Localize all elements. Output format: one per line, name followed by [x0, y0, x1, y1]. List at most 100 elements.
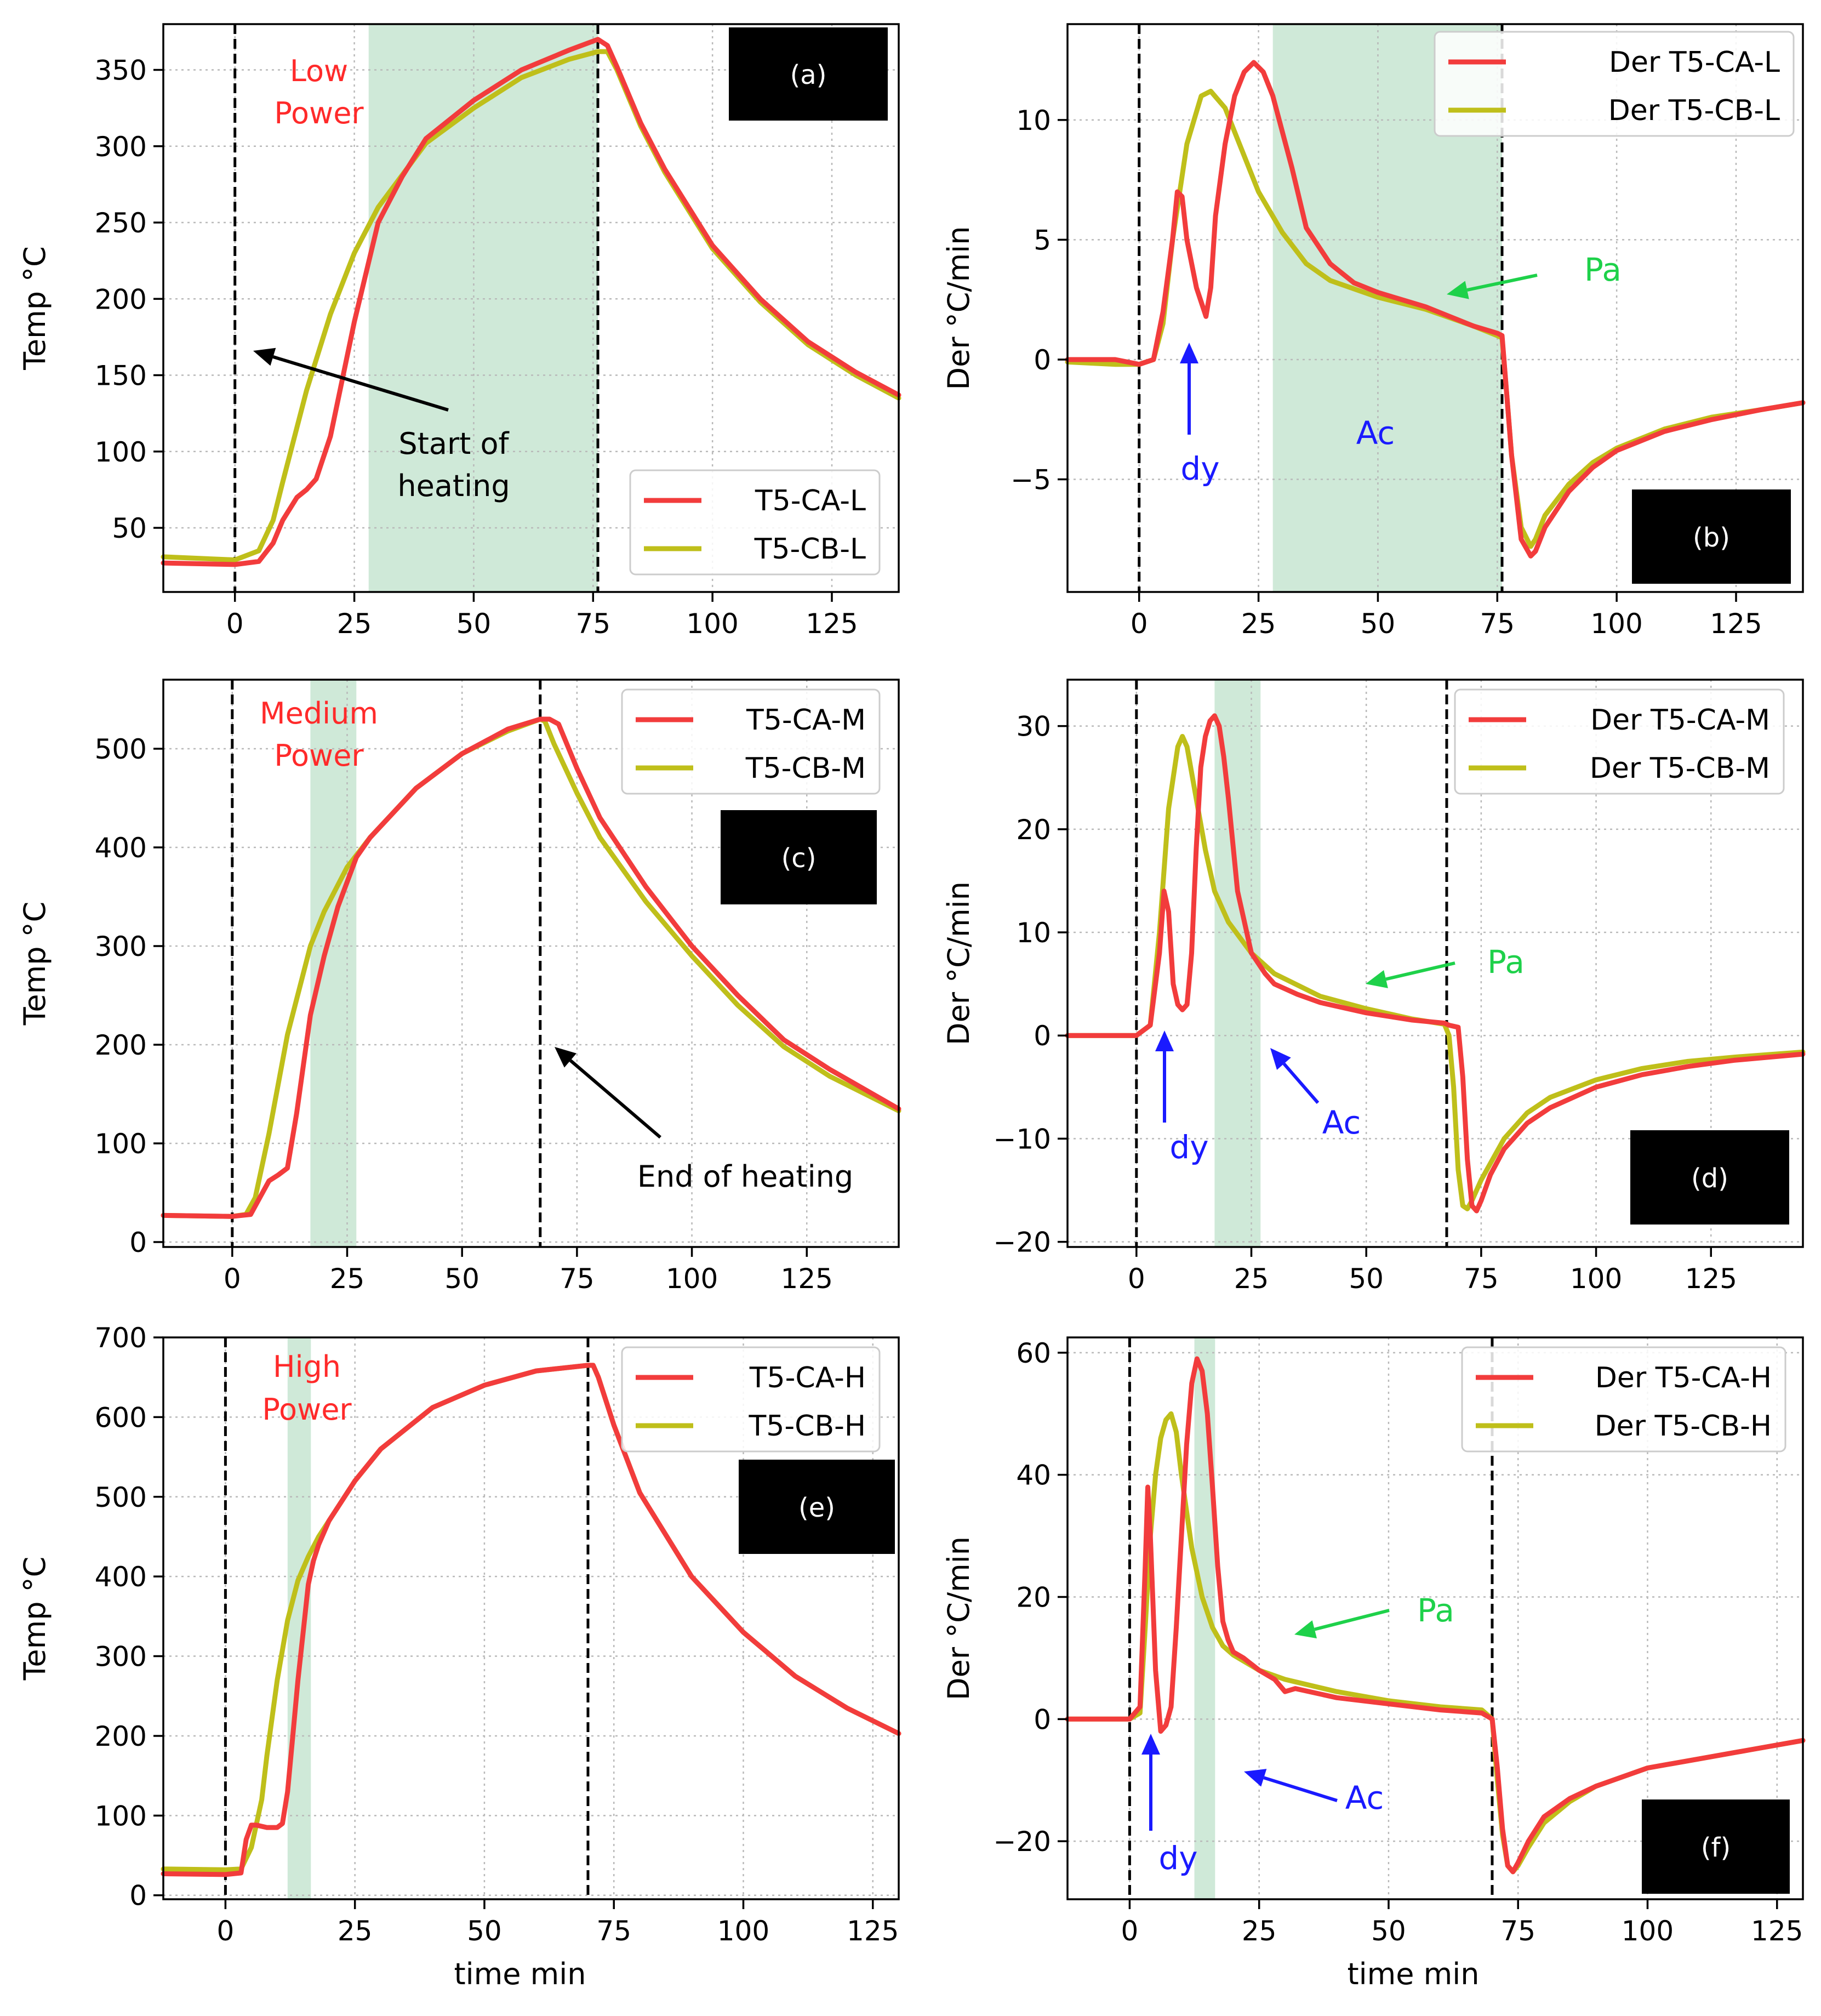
- panel-f-legend-label: Der T5-CA-H: [1595, 1362, 1772, 1394]
- panel-b-panel-label: (b): [1693, 522, 1730, 553]
- panel-d-label-box: [1630, 1130, 1789, 1225]
- panel-f-x-tick-label: 25: [1242, 1915, 1277, 1947]
- panel-b-y-tick-label: 5: [1034, 224, 1051, 256]
- panel-f-y-tick-label: 60: [1016, 1337, 1051, 1369]
- panel-f-ac-arrow-shaft: [1263, 1776, 1338, 1802]
- panel-d-dy-arrow-head: [1155, 1030, 1174, 1051]
- panel-f-x-tick-label: 125: [1751, 1915, 1803, 1947]
- panel-c-y-tick-label: 0: [129, 1227, 147, 1258]
- panel-b-legend-box: [1434, 31, 1795, 137]
- panel-a-label-box: [729, 27, 888, 121]
- panel-c-y-tick-label: 300: [95, 931, 147, 963]
- panel-c-legend-label: T5-CB-M: [745, 752, 866, 785]
- panel-f-axes-frame: [1066, 1336, 1804, 1900]
- panel-a-legend-label: T5-CB-L: [754, 533, 866, 566]
- panel-f-ac-arrow-head: [1244, 1769, 1267, 1787]
- panel-a-shaded-region: [368, 24, 598, 592]
- panel-a-y-tick-label: 100: [95, 436, 147, 468]
- panel-d-y-tick-label: −10: [993, 1123, 1051, 1155]
- panel-a-y-tick-label: 350: [95, 55, 147, 87]
- panel-a-y-tick-label: 200: [95, 283, 147, 315]
- panel-b-x-tick-label: 125: [1710, 608, 1762, 640]
- panel-b-series-line-der-t5-ca-l: [1065, 60, 1806, 559]
- panel-d-legend-box: [1454, 688, 1785, 795]
- panel-e-axes-frame: [162, 1336, 900, 1900]
- panel-f-x-tick-label: 75: [1500, 1915, 1535, 1947]
- panel-d-y-axis-label: Der °C/min: [941, 881, 976, 1045]
- panel-f-y-tick-label: −20: [993, 1826, 1051, 1858]
- panel-c-legend-label: T5-CA-M: [746, 704, 866, 737]
- panel-d-y-tick-label: 10: [1016, 917, 1051, 949]
- panel-e-y-axis-label: Temp °C: [18, 1557, 52, 1681]
- panel-f-x-tick-label: 0: [1121, 1915, 1139, 1947]
- panel-a-title-line: Low: [290, 54, 348, 88]
- panel-b-x-tick-label: 100: [1590, 608, 1642, 640]
- panel-b-x-tick-label: 75: [1480, 608, 1515, 640]
- panel-f-label-box: [1642, 1799, 1790, 1894]
- panel-a-y-tick-label: 300: [95, 131, 147, 163]
- panel-b-pa-arrow-head: [1447, 281, 1469, 299]
- panel-b-legend-label: Der T5-CB-L: [1608, 94, 1780, 127]
- panel-f-y-tick-label: 0: [1034, 1704, 1051, 1735]
- panel-a-x-tick-label: 75: [575, 608, 610, 640]
- panel-e-legend-label: T5-CB-H: [749, 1410, 866, 1443]
- panel-d-annotation-dy: dy: [1169, 1129, 1208, 1166]
- panel-f-y-tick-label: 20: [1016, 1582, 1051, 1614]
- panel-c-x-tick-label: 0: [224, 1263, 241, 1295]
- panel-d-x-tick-label: 50: [1349, 1263, 1384, 1295]
- panel-d-y-tick-label: 0: [1034, 1020, 1051, 1052]
- panel-b-x-tick-label: 25: [1241, 608, 1276, 640]
- panel-a-title-line: Power: [274, 96, 364, 130]
- panel-e-x-tick-label: 75: [596, 1915, 631, 1947]
- panel-d-legend-label: Der T5-CA-M: [1590, 704, 1770, 737]
- panel-f-x-tick-label: 100: [1622, 1915, 1674, 1947]
- panel-f-annotation-dy: dy: [1158, 1840, 1197, 1877]
- panel-b-y-tick-label: −5: [1011, 464, 1051, 496]
- panel-d-annotation-pa: Pa: [1487, 943, 1525, 981]
- panel-f-panel-label: (f): [1701, 1832, 1731, 1863]
- panel-c-annotation-line: End of heating: [637, 1159, 853, 1194]
- panel-f-legend-box: [1461, 1346, 1786, 1453]
- panel-b-dy-arrow-head: [1180, 343, 1198, 363]
- panel-e-x-tick-label: 100: [717, 1915, 769, 1947]
- panel-a-x-tick-label: 100: [686, 608, 738, 640]
- panel-c-y-tick-label: 200: [95, 1029, 147, 1061]
- panel-c-y-tick-label: 400: [95, 832, 147, 864]
- panel-a-annotation-line: heating: [397, 469, 510, 503]
- panel-f-pa-arrow-head: [1294, 1620, 1317, 1639]
- panel-c-x-tick-label: 100: [666, 1263, 718, 1295]
- panel-c-series-line-t5-ca-m: [161, 716, 901, 1219]
- panel-d-y-tick-label: 30: [1016, 711, 1051, 743]
- panel-a-panel-label: (a): [790, 60, 827, 90]
- panel-f-y-axis-label: Der °C/min: [941, 1536, 976, 1700]
- panel-d-x-tick-label: 125: [1685, 1263, 1737, 1295]
- panel-c-y-axis-label: Temp °C: [18, 902, 52, 1026]
- panel-d-y-tick-label: −20: [993, 1227, 1051, 1258]
- panel-e-legend-label: T5-CA-H: [749, 1362, 866, 1394]
- panel-e-y-tick-label: 700: [95, 1322, 147, 1354]
- panel-d-panel-label: (d): [1691, 1163, 1728, 1194]
- panel-a-y-axis-label: Temp °C: [18, 246, 52, 371]
- panel-d-x-tick-label: 75: [1464, 1263, 1499, 1295]
- panel-f-annotation-pa: Pa: [1417, 1592, 1454, 1629]
- panel-e-series-line-t5-ca-h: [161, 1363, 901, 1877]
- panel-e-x-axis-label: time min: [454, 1957, 586, 1991]
- panel-e-x-tick-label: 125: [847, 1915, 899, 1947]
- panel-c-end-arrow-head: [555, 1047, 576, 1068]
- panel-d-pa-arrow-head: [1366, 970, 1388, 988]
- panel-b-label-box: [1632, 489, 1791, 584]
- panel-d-shaded-region: [1214, 680, 1261, 1247]
- panel-c-shaded-region: [310, 680, 357, 1247]
- panel-f-annotation-ac: Ac: [1345, 1779, 1384, 1816]
- panel-e-label-box: [739, 1460, 895, 1554]
- panel-a-annotation-line: Start of: [398, 426, 510, 461]
- panel-d-x-tick-label: 0: [1128, 1263, 1145, 1295]
- panel-b-annotation-pa: Pa: [1584, 251, 1622, 288]
- panel-b-y-axis-label: Der °C/min: [941, 226, 976, 390]
- panel-c-axes-frame: [162, 679, 900, 1248]
- panel-a-x-tick-label: 0: [226, 608, 244, 640]
- panel-b-annotation-ac: Ac: [1356, 414, 1395, 452]
- panel-f-y-tick-label: 40: [1016, 1460, 1051, 1491]
- panel-e-x-tick-label: 50: [467, 1915, 502, 1947]
